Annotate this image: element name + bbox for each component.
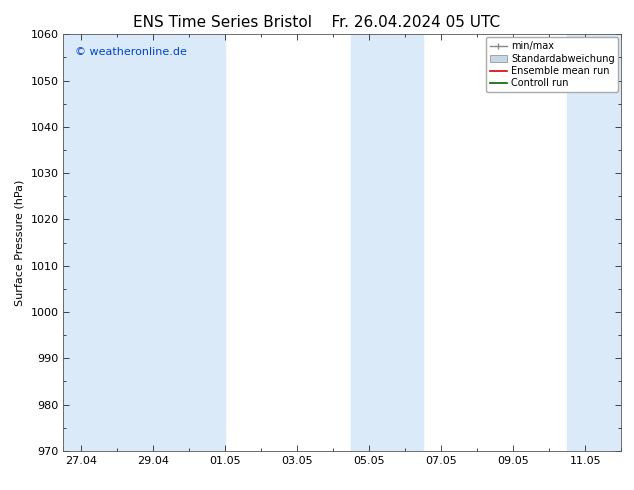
Legend: min/max, Standardabweichung, Ensemble mean run, Controll run: min/max, Standardabweichung, Ensemble me… xyxy=(486,37,618,92)
Bar xyxy=(351,34,424,451)
Bar xyxy=(567,34,621,451)
Bar xyxy=(63,34,153,451)
Bar xyxy=(153,34,225,451)
Text: ENS Time Series Bristol    Fr. 26.04.2024 05 UTC: ENS Time Series Bristol Fr. 26.04.2024 0… xyxy=(133,15,501,30)
Text: © weatheronline.de: © weatheronline.de xyxy=(75,47,186,57)
Y-axis label: Surface Pressure (hPa): Surface Pressure (hPa) xyxy=(15,179,25,306)
